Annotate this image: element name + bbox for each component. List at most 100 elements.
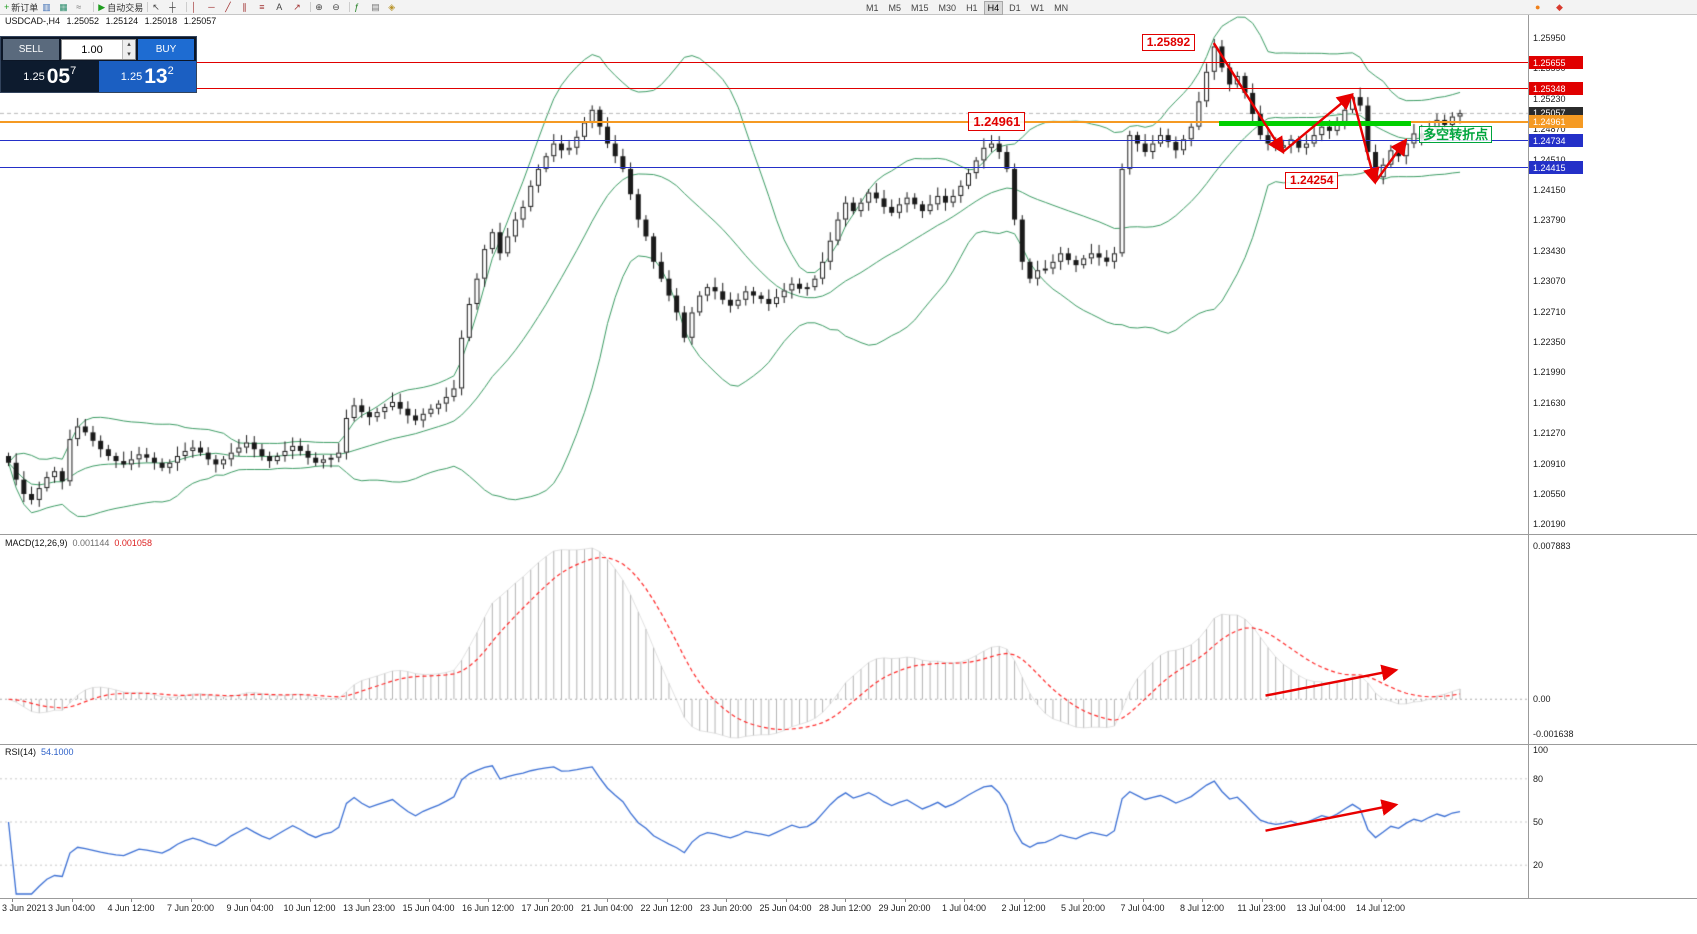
timeframe-button-m15[interactable]: M15	[911, 3, 929, 13]
ohlc-high: 1.25124	[105, 16, 139, 26]
new-order-icon: +	[4, 2, 10, 12]
cursor-icon: ↖	[152, 2, 160, 12]
rsi-indicator-label: RSI(14) 54.1000	[5, 747, 74, 757]
buy-price-pip: 2	[167, 64, 174, 77]
vertical-line-button[interactable]: │	[189, 1, 206, 13]
trade-panel-prices: 1.25 05 7 1.25 13 2	[1, 61, 196, 92]
pivot-point-label[interactable]: 多空转折点	[1419, 126, 1493, 144]
macd-main-value: 0.001144	[72, 538, 110, 548]
zoom-in-icon: ⊕	[315, 2, 323, 12]
new-order-button-label: 新订单	[11, 2, 39, 13]
macd-indicator-label: MACD(12,26,9) 0.001144 0.001058	[5, 538, 152, 548]
line-chart-icon: ≈	[76, 2, 82, 12]
autotrading-icon: ▶	[98, 2, 106, 12]
toolbar: + 新订单 ▥ ▦ ≈ ▶ 自动交易 ↖ ┼ │ ─ ╱ ∥ ≡ A ↗ ⊕ ⊖ ƒ ▤ ◈ M1 M5 M15 M30 H1 H…	[0, 0, 1697, 15]
macd-name: MACD(12,26,9)	[5, 538, 68, 548]
time-axis-separator	[0, 898, 1697, 899]
buy-price[interactable]: 1.25 13 2	[98, 61, 196, 92]
news-icon: ◆	[1556, 2, 1563, 12]
autotrading-button[interactable]: ▶ 自动交易	[96, 1, 145, 13]
crosshair-button[interactable]: ┼	[167, 1, 184, 13]
timeframe-button-h4[interactable]: H4	[983, 1, 1004, 15]
volume-field: ▴ ▾	[61, 39, 136, 60]
timeframe-button-mn[interactable]: MN	[1054, 3, 1069, 13]
price-axis-separator[interactable]	[1528, 14, 1529, 898]
sell-price-prefix: 1.25	[23, 70, 45, 83]
volume-spinner: ▴ ▾	[122, 40, 135, 59]
channel-button[interactable]: ∥	[240, 1, 257, 13]
zoom-in-button[interactable]: ⊕	[313, 1, 330, 13]
arrows-icon: ↗	[293, 2, 301, 12]
timeframe-toolbar: M1 M5 M15 M30 H1 H4 D1 W1 MN	[862, 1, 1072, 15]
indicators-icon: ƒ	[354, 2, 360, 12]
zoom-out-button[interactable]: ⊖	[330, 1, 347, 13]
grid-button[interactable]: ◈	[386, 1, 403, 13]
line-chart-button[interactable]: ≈	[74, 1, 91, 13]
horizontal-line-button[interactable]: ─	[206, 1, 223, 13]
timeframe-button-m1[interactable]: M1	[866, 3, 879, 13]
macd-signal-value: 0.001058	[114, 538, 152, 548]
symbol-timeframe-label: USDCAD-,H4	[5, 16, 61, 26]
timeframe-button-m5[interactable]: M5	[888, 3, 902, 13]
grid-icon: ◈	[388, 2, 396, 12]
bar-chart-icon: ▥	[42, 2, 51, 12]
buy-price-prefix: 1.25	[120, 70, 143, 83]
news-icon[interactable]: ◆	[1554, 1, 1571, 13]
new-order-button[interactable]: + 新订单	[2, 1, 40, 13]
bar-chart-button[interactable]: ▥	[40, 1, 57, 13]
cursor-button[interactable]: ↖	[150, 1, 167, 13]
price-annotation-1.25892[interactable]: 1.25892	[1141, 34, 1196, 52]
sell-button[interactable]: SELL	[3, 39, 59, 60]
toolbar-separator	[147, 2, 149, 12]
fibonacci-button[interactable]: ≡	[257, 1, 274, 13]
rsi-panel-separator[interactable]	[0, 744, 1697, 745]
sell-price[interactable]: 1.25 05 7	[1, 61, 99, 92]
timeframe-button-d1[interactable]: D1	[1009, 3, 1021, 13]
toolbar-left-group: + 新订单 ▥ ▦ ≈ ▶ 自动交易 ↖ ┼ │ ─ ╱ ∥ ≡ A ↗ ⊕ ⊖ ƒ ▤ ◈	[0, 0, 403, 14]
horizontal-line-icon: ─	[208, 2, 215, 12]
alert-icon[interactable]: ●	[1533, 1, 1550, 13]
toolbar-separator	[186, 2, 188, 12]
buy-price-big: 13	[144, 65, 168, 88]
text-icon: A	[276, 2, 283, 12]
price-annotation-1.24961[interactable]: 1.24961	[968, 111, 1026, 131]
toolbar-separator	[93, 2, 95, 12]
price-annotation-1.24254[interactable]: 1.24254	[1285, 172, 1339, 190]
vertical-line-icon: │	[191, 2, 197, 12]
trendline-button[interactable]: ╱	[223, 1, 240, 13]
toolbar-separator	[310, 2, 312, 12]
ohlc-close: 1.25057	[183, 16, 217, 26]
sell-price-pip: 7	[70, 64, 77, 77]
templates-icon: ▤	[371, 2, 380, 12]
timeframe-button-w1[interactable]: W1	[1030, 3, 1045, 13]
text-button[interactable]: A	[274, 1, 291, 13]
toolbar-right-group: ● ◆	[1533, 1, 1571, 13]
chart-header: USDCAD-,H4 1.25052 1.25124 1.25018 1.250…	[5, 16, 220, 26]
alert-icon: ●	[1535, 2, 1541, 12]
channel-icon: ∥	[242, 2, 247, 12]
candle-chart-button[interactable]: ▦	[57, 1, 74, 13]
timeframe-button-h1[interactable]: H1	[966, 3, 978, 13]
ohlc-low: 1.25018	[144, 16, 178, 26]
crosshair-icon: ┼	[169, 2, 176, 12]
templates-button[interactable]: ▤	[369, 1, 386, 13]
toolbar-separator	[349, 2, 351, 12]
sell-price-big: 05	[46, 65, 71, 88]
fibonacci-icon: ≡	[259, 2, 265, 12]
macd-panel-separator[interactable]	[0, 534, 1697, 535]
trade-panel-controls: SELL ▴ ▾ BUY	[1, 37, 196, 61]
timeframe-button-m30[interactable]: M30	[938, 3, 957, 13]
autotrading-button-label: 自动交易	[107, 2, 144, 13]
volume-up-button[interactable]: ▴	[123, 40, 135, 50]
buy-button[interactable]: BUY	[138, 39, 194, 60]
indicators-button[interactable]: ƒ	[352, 1, 369, 13]
rsi-name: RSI(14)	[5, 747, 37, 757]
arrows-button[interactable]: ↗	[291, 1, 308, 13]
volume-down-button[interactable]: ▾	[123, 49, 135, 59]
zoom-out-icon: ⊖	[332, 2, 340, 12]
rsi-value: 54.1000	[41, 747, 74, 757]
volume-input[interactable]	[62, 40, 122, 59]
